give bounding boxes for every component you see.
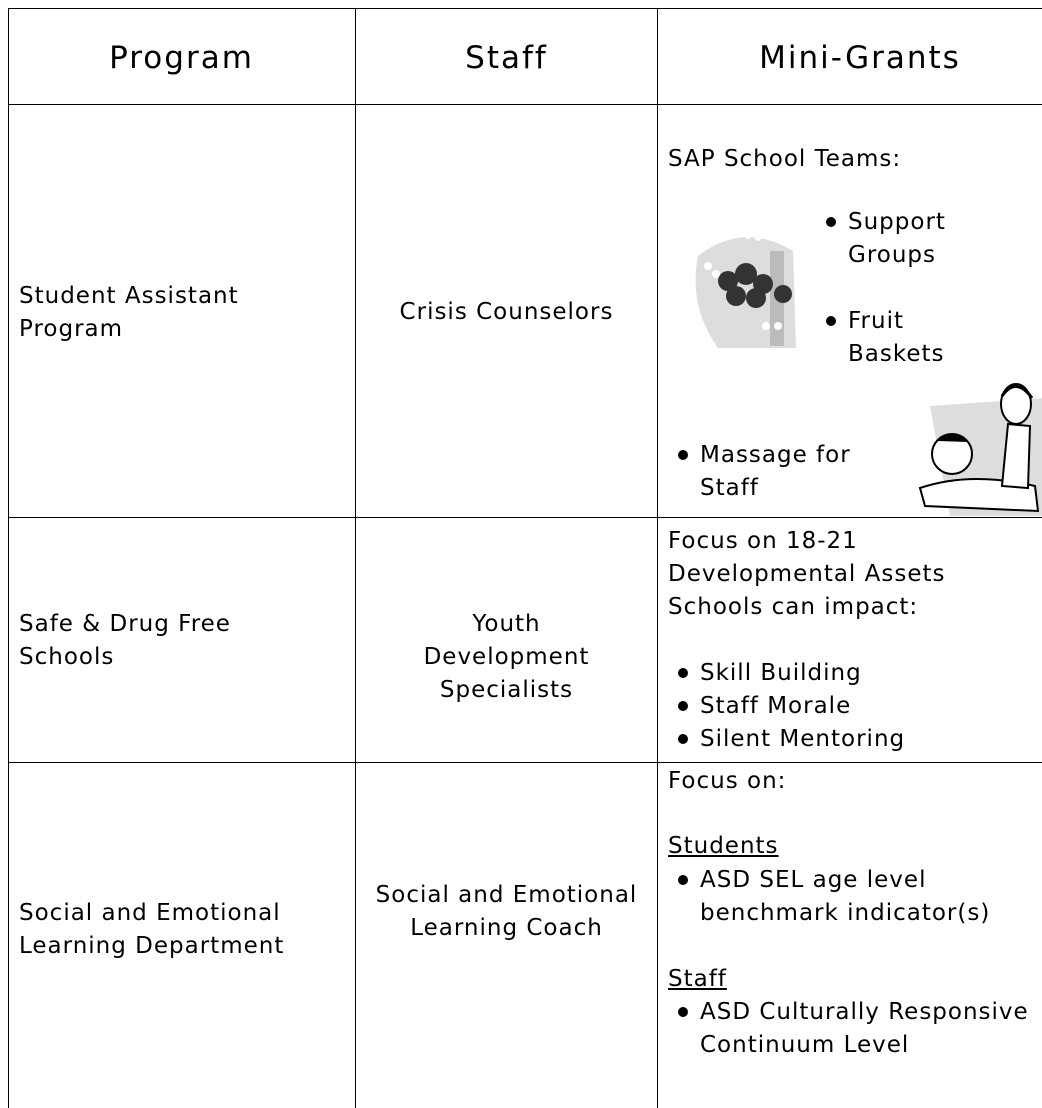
massage-clipart — [918, 383, 1042, 516]
program-cell: Safe & Drug Free Schools — [19, 611, 231, 670]
program-cell: Student Assistant Program — [19, 283, 239, 342]
grant-intro: SAP School Teams: — [668, 146, 902, 172]
grant-item: Fruit Baskets — [824, 305, 974, 371]
grant-list: ASD SEL age level benchmark indicator(s) — [676, 864, 1036, 930]
grant-intro: Focus on 18-21 Developmental Assets Scho… — [668, 528, 946, 620]
header-cell: Program — [109, 40, 254, 76]
grant-item: Skill Building — [676, 657, 1006, 690]
fruit-basket-clipart — [695, 233, 796, 348]
column-border — [8, 8, 356, 1108]
staff-cell: Crisis Counselors — [399, 299, 614, 325]
row-border — [8, 104, 1042, 105]
grant-item: Silent Mentoring — [676, 723, 1006, 756]
staff-cell: Social and Emotional Learning Coach — [375, 882, 638, 941]
grant-list: Massage for Staff — [676, 439, 876, 505]
grant-list: Support Groups Fruit Baskets — [824, 206, 974, 371]
grant-item: ASD Culturally Responsive Continuum Leve… — [676, 996, 1036, 1062]
grant-item: ASD SEL age level benchmark indicator(s) — [676, 864, 1036, 930]
row-border — [8, 762, 1042, 763]
header-cell: Staff — [465, 40, 548, 76]
staff-cell: Youth Development Specialists — [423, 611, 590, 703]
grant-heading: Students — [668, 833, 779, 859]
column-border — [657, 8, 1042, 1108]
grant-intro: Focus on: — [668, 768, 787, 794]
grant-list: ASD Culturally Responsive Continuum Leve… — [676, 996, 1036, 1062]
grant-heading: Staff — [668, 966, 727, 992]
grant-item: Staff Morale — [676, 690, 1006, 723]
program-cell: Social and Emotional Learning Department — [19, 900, 285, 959]
grant-item: Support Groups — [824, 206, 974, 272]
column-border — [355, 8, 658, 1108]
grant-item: Massage for Staff — [676, 439, 876, 505]
row-border — [8, 517, 1042, 518]
header-cell: Mini-Grants — [759, 40, 961, 76]
grant-list: Skill Building Staff Morale Silent Mento… — [676, 657, 1006, 756]
